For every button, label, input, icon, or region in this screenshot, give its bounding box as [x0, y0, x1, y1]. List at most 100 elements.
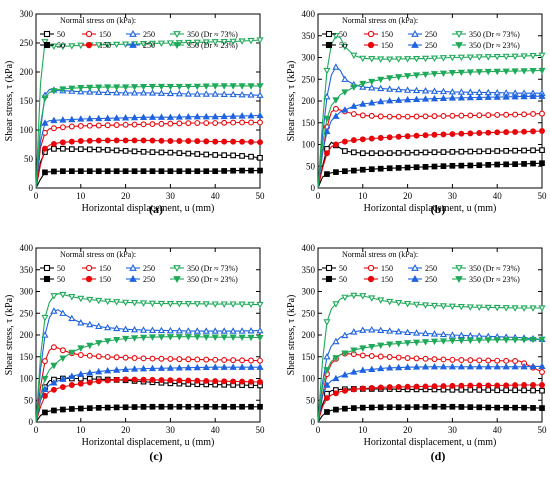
data-point — [530, 147, 536, 154]
data-point — [440, 356, 447, 363]
data-point — [185, 356, 192, 363]
legend-item: 50 — [40, 264, 65, 273]
x-tick-label: 50 — [256, 191, 266, 201]
data-point — [377, 326, 385, 334]
data-point — [520, 305, 528, 312]
data-point — [77, 122, 84, 129]
data-point — [430, 302, 439, 310]
series-1 — [317, 105, 545, 189]
data-point — [448, 362, 456, 370]
data-point — [412, 95, 421, 103]
data-point — [167, 355, 174, 362]
data-point — [158, 355, 165, 362]
data-point — [422, 404, 429, 410]
data-point — [77, 319, 85, 326]
data-point — [95, 367, 103, 375]
data-point — [77, 295, 85, 303]
data-point — [131, 137, 138, 144]
legend-item: 150 — [364, 30, 393, 39]
data-point — [130, 325, 139, 333]
data-point — [86, 405, 93, 412]
data-point — [386, 134, 393, 141]
data-point — [59, 309, 67, 316]
data-point — [157, 326, 166, 334]
data-point — [494, 111, 501, 118]
data-point — [212, 403, 219, 410]
data-point — [68, 146, 75, 152]
data-point — [485, 387, 492, 393]
data-point — [395, 113, 402, 120]
data-point — [51, 407, 57, 414]
data-point — [529, 68, 537, 75]
data-point — [530, 405, 536, 411]
data-point — [430, 94, 439, 102]
data-point — [448, 331, 456, 338]
data-point — [413, 355, 420, 362]
data-point — [113, 337, 121, 344]
data-point — [395, 150, 402, 156]
data-point — [149, 149, 156, 156]
data-point — [247, 111, 255, 119]
data-point — [368, 404, 375, 411]
data-point — [238, 112, 246, 119]
data-point — [449, 162, 456, 169]
data-point — [221, 357, 228, 363]
data-point — [404, 95, 412, 103]
data-point — [140, 121, 147, 128]
data-point — [377, 384, 384, 391]
data-point — [68, 138, 75, 145]
data-point — [51, 168, 57, 175]
data-point — [323, 367, 331, 374]
x-tick-label: 20 — [121, 191, 131, 201]
data-point — [539, 405, 545, 411]
series-4 — [35, 167, 263, 189]
data-point — [466, 54, 474, 61]
data-point — [77, 84, 85, 92]
data-point — [256, 83, 264, 90]
data-point — [377, 134, 384, 141]
legend-marker — [455, 31, 463, 39]
data-point — [175, 364, 183, 371]
data-point — [404, 363, 412, 370]
data-point — [257, 167, 263, 174]
data-point — [485, 357, 492, 364]
data-point — [332, 105, 339, 112]
y-tick-label: 300 — [20, 287, 34, 297]
data-point — [149, 168, 156, 175]
data-point — [530, 160, 536, 167]
legend-marker — [173, 42, 181, 50]
data-point — [193, 334, 201, 341]
data-point — [494, 148, 501, 154]
data-point — [421, 302, 430, 309]
data-point — [50, 125, 57, 132]
data-point — [202, 334, 210, 341]
legend: Normal stress σn (kPa): 50 150 250 350 (Dr ≈… — [40, 16, 238, 50]
legend-label: 350 (Dr ≈ 23%) — [469, 275, 520, 284]
data-point — [257, 119, 263, 126]
data-point — [176, 150, 183, 156]
data-point — [494, 382, 501, 389]
data-point — [386, 384, 393, 391]
data-point — [50, 307, 58, 314]
data-point — [448, 94, 456, 101]
data-point — [323, 319, 331, 326]
y-tick-label: 350 — [302, 31, 316, 41]
data-point — [131, 376, 138, 383]
data-point — [512, 404, 518, 411]
data-point — [512, 382, 519, 389]
y-axis-label: Shear stress, τ (kPa) — [4, 61, 15, 142]
data-point — [95, 404, 102, 411]
data-point — [359, 112, 366, 119]
legend-marker — [43, 41, 51, 49]
data-point — [386, 150, 393, 156]
legend-marker — [129, 29, 137, 37]
data-point — [341, 387, 348, 394]
data-point — [248, 153, 254, 160]
data-point — [342, 168, 348, 175]
data-point — [422, 113, 429, 120]
data-point — [229, 83, 237, 90]
data-point — [440, 149, 447, 155]
data-point — [139, 364, 148, 372]
data-point — [493, 93, 501, 100]
data-point — [239, 167, 245, 174]
